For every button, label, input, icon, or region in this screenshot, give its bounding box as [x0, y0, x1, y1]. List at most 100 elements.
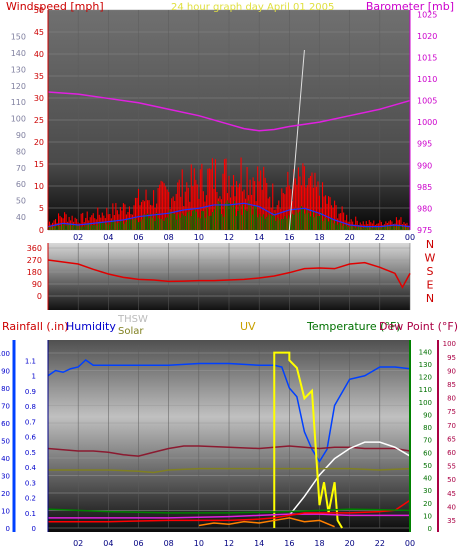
panel-1-axes: 0510152025303540455040506070809010011012…	[11, 6, 438, 242]
y-right-tick-label: 1010	[417, 75, 437, 84]
dewpoint-tick-label: 95	[447, 354, 456, 362]
solar-label: Solar	[118, 326, 144, 337]
panel-2-series	[47, 259, 411, 289]
humidity-tick-label: 0	[6, 525, 10, 533]
dewpoint-tick-label: 80	[447, 395, 456, 403]
y-right-tick-label: 995	[417, 140, 432, 149]
x-tick-label: 16	[284, 539, 294, 548]
x-tick-label: 04	[103, 233, 113, 242]
temp-tick-label: 60	[423, 449, 432, 457]
y-secondary-tick-label: 70	[16, 164, 26, 173]
dewpoint-tick-label: 75	[447, 408, 456, 416]
x-tick-label: 10	[194, 233, 204, 242]
x-tick-label: 06	[133, 539, 143, 548]
x-tick-label: 16	[284, 233, 294, 242]
y-secondary-tick-label: 140	[11, 49, 26, 58]
thsw-label: THSW	[117, 314, 148, 325]
dewpoint-tick-label: 65	[447, 435, 456, 443]
dewpoint-tick-label: 60	[447, 449, 456, 457]
barometer-axis-label: Barometer [mb]	[366, 0, 454, 13]
humidity-tick-label: 50	[1, 438, 10, 446]
rain-tick-label: 0.5	[25, 449, 36, 457]
temp-tick-label: 140	[419, 348, 432, 356]
dewpoint-tick-label: 45	[447, 490, 456, 498]
x-tick-label: 14	[254, 233, 264, 242]
humidity-tick-label: 30	[1, 473, 10, 481]
temp-tick-label: 10	[423, 512, 432, 520]
thsw-line	[288, 441, 411, 516]
temp-tick-label: 0	[428, 525, 432, 533]
y-tick-label: 180	[27, 268, 42, 277]
panel-3-series	[47, 351, 411, 529]
rain-tick-label: 0.2	[25, 495, 36, 503]
y-secondary-tick-label: 150	[11, 33, 26, 42]
dewpoint-tick-label: 35	[447, 517, 456, 525]
panel-3-axes: 0 0.1 0.2 0.3 0.4 0.5 0.6 0.7 0.8 0.9 1 1.1 0 10 20 30 4…	[0, 340, 456, 548]
temp-tick-label: 120	[419, 374, 432, 382]
humidity-tick-label: 40	[1, 455, 10, 463]
wind-direction-line	[47, 259, 411, 289]
barometer-line	[47, 91, 411, 132]
y-secondary-tick-label: 100	[11, 115, 26, 124]
solar-line	[48, 467, 411, 474]
temperature-line	[47, 445, 411, 457]
y-right-tick-label: 1005	[417, 97, 437, 106]
humidity-tick-label: 100	[0, 350, 10, 358]
rainfall-label: Rainfall (.in)	[2, 320, 69, 333]
x-tick-label: 00	[405, 233, 415, 242]
temp-tick-label: 30	[423, 487, 432, 495]
compass-label: W	[425, 252, 436, 265]
y-tick-label: 15	[34, 160, 44, 169]
y-tick-label: 35	[34, 72, 44, 81]
temperature-label: Temperature (°F)	[306, 320, 401, 333]
y-tick-label: 30	[34, 94, 44, 103]
x-tick-label: 14	[254, 539, 264, 548]
y-tick-label: 10	[34, 182, 44, 191]
rain-tick-label: 0.3	[25, 479, 36, 487]
y-tick-label: 360	[27, 244, 42, 253]
trace-line	[288, 49, 305, 231]
y-tick-label: 0	[39, 226, 44, 235]
rain-tick-label: 0.9	[25, 388, 36, 396]
y-secondary-tick-label: 60	[16, 180, 26, 189]
y-tick-label: 270	[27, 256, 42, 265]
x-tick-label: 10	[194, 539, 204, 548]
x-tick-label: 06	[133, 233, 143, 242]
y-tick-label: 5	[39, 204, 44, 213]
humidity-tick-label: 70	[1, 403, 10, 411]
y-tick-label: 50	[34, 6, 44, 15]
y-tick-label: 45	[34, 28, 44, 37]
temp-tick-label: 70	[423, 437, 432, 445]
rain-tick-label: 0.6	[25, 434, 37, 442]
y-secondary-tick-label: 80	[16, 147, 26, 156]
y-right-tick-label: 1020	[417, 32, 437, 41]
dewpoint-tick-label: 70	[447, 422, 456, 430]
dewpoint-tick-label: 55	[447, 463, 456, 471]
uv-line	[273, 351, 343, 529]
y-tick-label: 90	[32, 280, 42, 289]
chart-title: 24 hour graph day April 01 2005	[171, 2, 334, 13]
compass-label: E	[427, 279, 434, 292]
compass-label: S	[427, 265, 434, 278]
y-tick-label: 25	[34, 116, 44, 125]
y-secondary-tick-label: 120	[11, 82, 26, 91]
dewpoint-label: Dew Point (°F)	[379, 320, 458, 333]
x-tick-label: 20	[345, 233, 355, 242]
x-tick-label: 20	[345, 539, 355, 548]
temp-tick-label: 20	[423, 500, 432, 508]
x-tick-label: 08	[164, 233, 174, 242]
temp-tick-label: 130	[419, 361, 432, 369]
y-right-tick-label: 985	[417, 183, 432, 192]
rainfall-line	[48, 499, 411, 523]
rain-tick-label: 0.8	[25, 403, 36, 411]
y-right-tick-label: 990	[417, 161, 432, 170]
dewpoint-line	[48, 513, 410, 519]
temp-tick-label: 100	[419, 399, 432, 407]
y-right-tick-label: 1025	[417, 10, 437, 19]
x-tick-label: 00	[405, 539, 415, 548]
y-secondary-tick-label: 130	[11, 65, 26, 74]
x-tick-label: 02	[73, 539, 83, 548]
panel-1-series	[47, 49, 411, 231]
dewpoint-secondary-line	[47, 508, 411, 514]
